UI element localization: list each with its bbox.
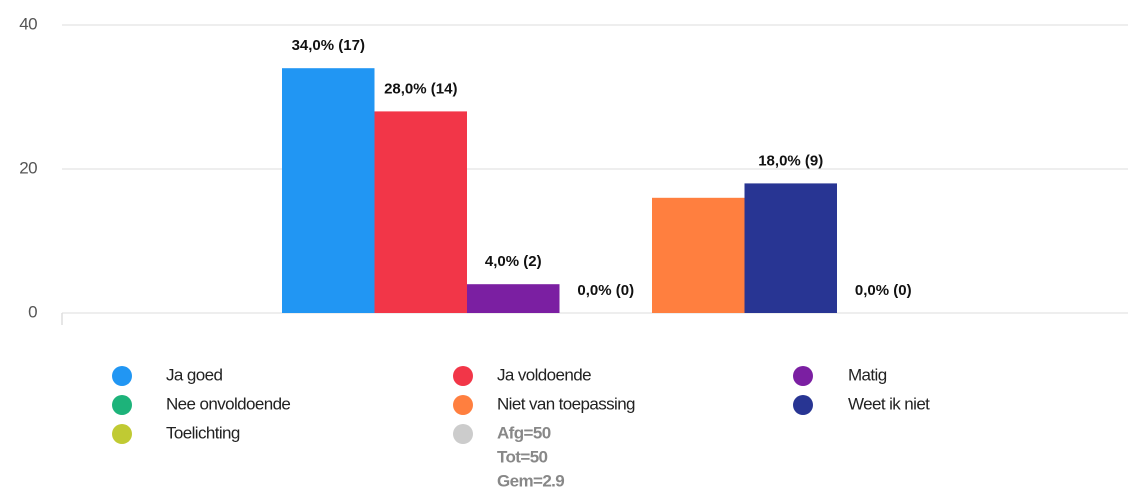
legend-label: Niet van toepassing: [497, 394, 635, 413]
legend-swatch: [453, 424, 473, 444]
data-label: 0,0% (0): [577, 282, 634, 299]
data-label: 4,0% (2): [485, 253, 542, 270]
legend-label: Tot=50: [497, 447, 548, 466]
legend-label: Gem=2.9: [497, 471, 564, 490]
bar: [744, 183, 837, 313]
data-label: 34,0% (17): [292, 37, 365, 54]
legend-label: Afg=50: [497, 423, 551, 442]
y-tick-label: 0: [28, 302, 37, 321]
legend-label: Nee onvoldoende: [166, 394, 290, 413]
legend-swatch: [793, 395, 813, 415]
legend-swatch: [453, 395, 473, 415]
data-label: 28,0% (14): [384, 80, 457, 97]
y-tick-label: 20: [19, 158, 37, 177]
legend-label: Ja voldoende: [497, 365, 591, 384]
legend-swatch: [112, 424, 132, 444]
legend-label: Ja goed: [166, 365, 222, 384]
bar: [652, 197, 745, 313]
y-tick-label: 40: [19, 14, 37, 33]
legend-swatch: [112, 366, 132, 386]
legend-swatch: [112, 395, 132, 415]
data-label: 18,0% (9): [758, 152, 823, 169]
legend-swatch: [453, 366, 473, 386]
legend-label: Weet ik niet: [848, 394, 930, 413]
bar: [467, 284, 560, 313]
legend-swatch: [793, 366, 813, 386]
legend-label: Matig: [848, 365, 887, 384]
bar: [374, 111, 467, 314]
legend-label: Toelichting: [166, 423, 240, 442]
bar: [282, 68, 375, 313]
data-label: 0,0% (0): [855, 282, 912, 299]
